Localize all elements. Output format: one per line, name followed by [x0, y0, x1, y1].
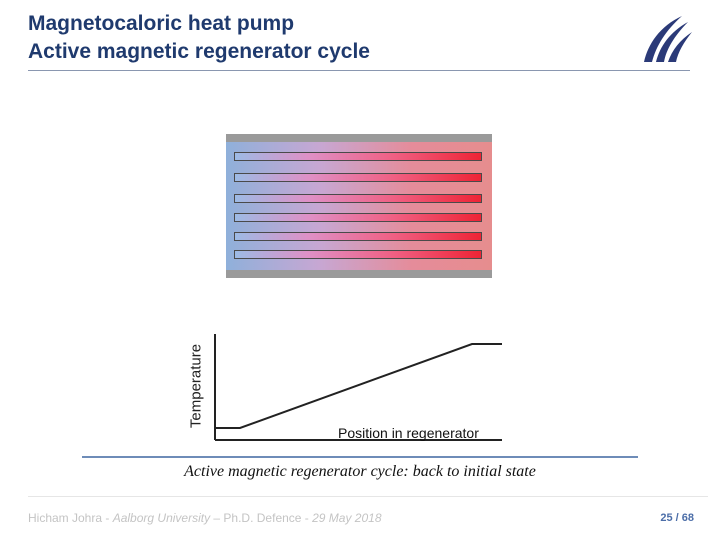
title-line-2: Active magnetic regenerator cycle: [28, 40, 370, 63]
temperature-graph: Temperature Position in regenerator: [180, 330, 520, 445]
regenerator-channel: [234, 250, 482, 259]
footer-event: – Ph.D. Defence -: [210, 511, 313, 525]
y-axis-label: Temperature: [187, 343, 205, 429]
title-line-1: Magnetocaloric heat pump: [28, 12, 295, 35]
regenerator-channel: [234, 152, 482, 161]
aalborg-university-logo: [644, 16, 692, 62]
regenerator-channel: [234, 232, 482, 241]
slide-title: Magnetocaloric heat pump Active magnetic…: [28, 10, 370, 66]
slide-caption: Active magnetic regenerator cycle: back …: [184, 463, 536, 480]
regenerator-channel: [234, 173, 482, 182]
page-number: 25 / 68: [660, 512, 694, 524]
regenerator-diagram: [226, 134, 492, 278]
footer-divider: [28, 496, 708, 497]
footer-institution: Aalborg University: [112, 511, 211, 525]
regenerator-channel: [234, 194, 482, 203]
temperature-profile-line: [215, 343, 502, 429]
footer-date: 29 May 2018: [312, 511, 382, 525]
x-axis-label: Position in regenerator: [338, 425, 479, 441]
temperature-graph-axes: [214, 334, 502, 441]
caption-divider: [82, 456, 638, 458]
title-divider: [28, 70, 690, 71]
regenerator-channel: [234, 213, 482, 222]
footer-author: Hicham Johra -: [28, 511, 113, 525]
footer-text: Hicham Johra - Aalborg University – Ph.D…: [28, 511, 382, 525]
